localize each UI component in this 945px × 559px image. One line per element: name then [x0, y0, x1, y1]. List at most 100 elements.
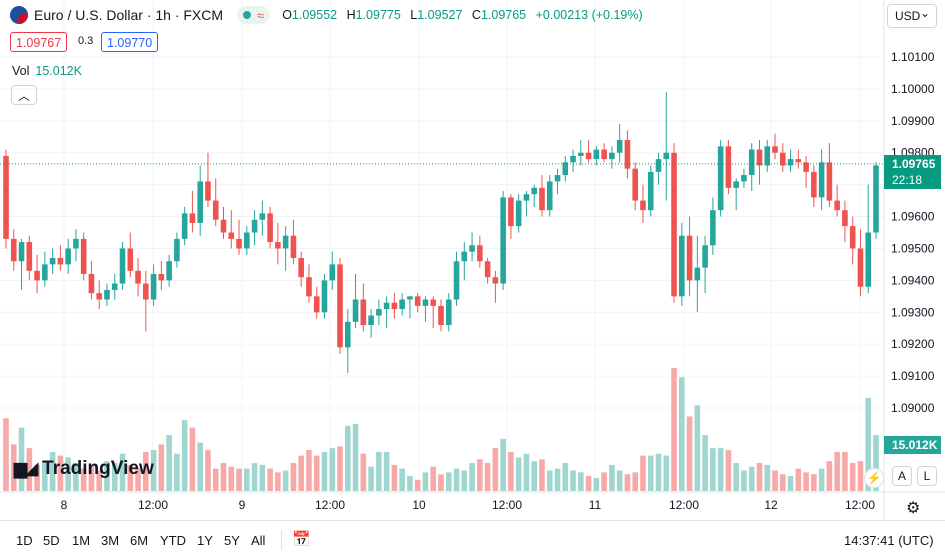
volume-bar [492, 448, 499, 491]
candle-body [539, 187, 545, 211]
candle-body [197, 181, 203, 223]
volume-bar [236, 468, 242, 491]
symbol-title[interactable]: Euro / U.S. Dollar · 1h · FXCM [34, 7, 224, 23]
price-tick-label: 1.09300 [891, 305, 935, 319]
candle-body [220, 219, 227, 233]
candle-body [259, 213, 266, 220]
price-chart[interactable]: 1.101001.100001.099001.098001.097001.096… [0, 0, 945, 520]
candle-body [321, 280, 328, 313]
volume-bar [764, 464, 771, 491]
lightning-icon[interactable]: ⚡ [864, 468, 884, 488]
candle-body [399, 299, 405, 310]
price-tick-label: 1.09200 [891, 337, 935, 351]
chevron-up-icon[interactable]: ︿ [11, 85, 37, 105]
last-price-tag: 1.09765 [884, 155, 941, 173]
volume-bar [484, 463, 491, 491]
currency-select[interactable]: USD [887, 2, 937, 28]
volume-bar [166, 435, 172, 491]
candle-body [143, 283, 149, 300]
candle-body [212, 200, 219, 220]
auto-scale-button[interactable]: A [892, 466, 912, 486]
volume-bar [407, 476, 413, 491]
volume-bar [609, 464, 615, 491]
candle-body [562, 162, 569, 176]
time-tick-label: 12:00 [138, 498, 168, 512]
candle-body [787, 159, 794, 166]
range-5y[interactable]: 5Y [224, 533, 240, 548]
volume-bar [539, 459, 545, 491]
volume-bar [344, 425, 351, 491]
volume-bar [73, 463, 79, 491]
volume-bar [554, 468, 561, 491]
candle-body [290, 235, 297, 259]
candle-body [344, 321, 351, 348]
range-1y[interactable]: 1Y [197, 533, 213, 548]
candle-body [578, 152, 584, 156]
candle-body [135, 270, 141, 284]
volume-bar [127, 464, 134, 491]
volume-bar [578, 472, 584, 491]
volume-bar [360, 453, 367, 491]
volume-bar [647, 455, 654, 491]
time-tick-label: 12:00 [845, 498, 875, 512]
candle-body [531, 187, 538, 195]
volume-label: Vol [12, 64, 30, 78]
candle-body [166, 261, 172, 281]
buy-price-button[interactable]: 1.09770 [101, 32, 159, 52]
volume-bar [818, 468, 825, 491]
volume-bar [42, 461, 48, 491]
volume-bar [779, 474, 786, 491]
volume-bar [259, 464, 266, 491]
price-tick-label: 1.09500 [891, 241, 935, 255]
volume-bar [865, 397, 872, 491]
volume-bar [857, 461, 864, 491]
tradingview-logo[interactable]: ▆◢ TradingView [14, 458, 154, 479]
time-tick-label: 12 [764, 498, 778, 512]
candle-body [492, 277, 499, 284]
candle-body [236, 238, 242, 249]
volume-bar [500, 438, 506, 491]
range-5d[interactable]: 5D [43, 533, 60, 548]
volume-bar [585, 476, 592, 491]
settings-gear-icon[interactable]: ⚙ [906, 500, 921, 517]
range-ytd[interactable]: YTD [160, 533, 186, 548]
price-tick-label: 1.09100 [891, 369, 935, 383]
volume-bar [96, 470, 103, 491]
volume-bar [267, 468, 273, 491]
candle-body [601, 149, 607, 160]
calendar-icon[interactable]: 📅 [292, 531, 311, 548]
volume-bar [593, 477, 600, 491]
range-6m[interactable]: 6M [130, 533, 149, 548]
candle-body [150, 273, 157, 300]
range-3m[interactable]: 3M [101, 533, 120, 548]
market-status-badge[interactable]: ≈ [237, 6, 271, 24]
volume-bar [228, 466, 235, 491]
range-1m[interactable]: 1M [72, 533, 91, 548]
price-tick-label: 1.10000 [891, 82, 935, 96]
chart-grid [0, 0, 945, 520]
utc-clock[interactable]: 14:37:41 (UTC) [844, 533, 934, 548]
time-tick-label: 11 [589, 498, 602, 512]
volume-bar [18, 427, 25, 491]
candle-body [523, 194, 530, 201]
candle-body [360, 299, 367, 326]
volume-bar [383, 451, 390, 491]
volume-bars [3, 368, 879, 491]
volume-bar [756, 463, 763, 491]
volume-bar [640, 455, 646, 491]
candle-body [376, 309, 382, 316]
candle-body [811, 171, 817, 198]
range-1d[interactable]: 1D [16, 533, 33, 548]
log-scale-button[interactable]: L [917, 466, 937, 486]
candle-body [857, 248, 864, 287]
candle-body [205, 181, 211, 201]
candle-body [57, 258, 64, 265]
candle-body [352, 299, 359, 322]
range-all[interactable]: All [251, 533, 266, 548]
low-value: 1.09527 [417, 8, 463, 22]
sell-price-button[interactable]: 1.09767 [10, 32, 68, 52]
chart-header: Euro / U.S. Dollar · 1h · FXCM ≈ O1.0955… [10, 6, 649, 24]
volume-bar [477, 459, 483, 491]
candle-body [49, 258, 56, 265]
candle-body [686, 235, 693, 281]
